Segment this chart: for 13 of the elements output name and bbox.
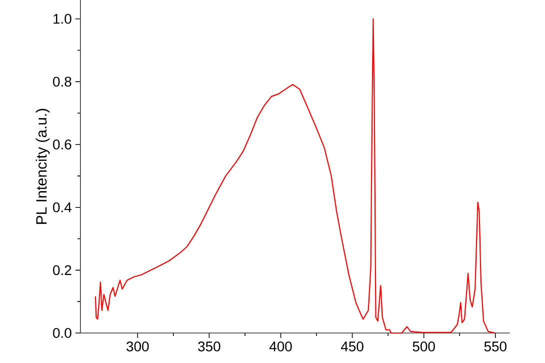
y-axis-title: PL Intencity (a.u.) bbox=[36, 108, 50, 224]
y-tick-label: 0.2 bbox=[53, 265, 72, 276]
x-tick-label: 300 bbox=[126, 342, 149, 352]
y-tick-label: 0.6 bbox=[53, 140, 72, 150]
x-tick-label: 500 bbox=[412, 342, 435, 352]
x-tick-label: 550 bbox=[484, 342, 506, 352]
y-tick-label: 0.4 bbox=[53, 202, 72, 212]
x-tick-label: 450 bbox=[340, 342, 364, 352]
x-tick-label: 400 bbox=[269, 342, 292, 352]
y-tick-label: 1.0 bbox=[54, 14, 72, 24]
x-tick-label: 350 bbox=[198, 342, 220, 352]
y-tick-label: 0.0 bbox=[53, 328, 72, 338]
y-tick-label: 0.8 bbox=[53, 76, 72, 87]
